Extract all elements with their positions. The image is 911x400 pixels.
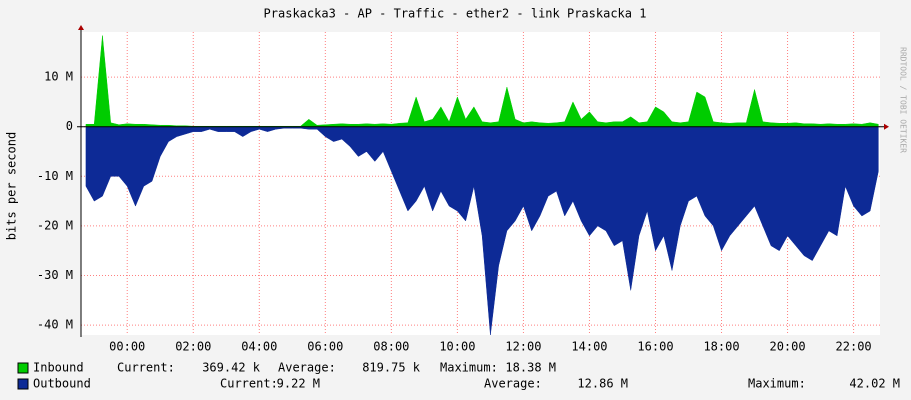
axes: -40 M -30 M -20 M -10 M 0 10 M 00:00 02:00 04:00… xyxy=(37,25,889,354)
x-tick-label: 00:00 xyxy=(109,340,145,354)
x-tick-label: 10:00 xyxy=(439,340,475,354)
area xyxy=(85,126,879,336)
legend: Inbound Current: 369.42 k Average: 819.75 k M… xyxy=(17,361,900,391)
stat-label: Current: xyxy=(117,361,175,375)
y-axis-arrow xyxy=(78,25,84,30)
x-tick-label: 22:00 xyxy=(836,340,872,354)
stat-label: Maximum: xyxy=(748,377,806,391)
watermark: RRDTOOL / TOBI OETIKER xyxy=(899,47,908,153)
legend-swatch xyxy=(17,362,29,374)
x-tick-label: 04:00 xyxy=(241,340,277,354)
y-tick-label: -30 M xyxy=(37,268,73,282)
stat-label: Maximum: xyxy=(440,361,498,375)
stat-value: 369.42 k xyxy=(202,361,261,375)
legend-label: Inbound xyxy=(33,361,84,375)
x-tick-label: 20:00 xyxy=(769,340,805,354)
stat-value: 18.38 M xyxy=(505,361,556,375)
x-tick-label: 06:00 xyxy=(307,340,343,354)
chart-title: Praskacka3 - AP - Traffic - ether2 - lin… xyxy=(264,7,647,21)
legend-swatch xyxy=(17,378,29,390)
stat-value: 9.22 M xyxy=(277,377,320,391)
stat-value: 12.86 M xyxy=(577,377,628,391)
stat-label: Average: xyxy=(278,361,336,375)
stat-value: 42.02 M xyxy=(849,377,900,391)
stat-value: 819.75 k xyxy=(362,361,421,375)
legend-label: Outbound xyxy=(33,377,91,391)
x-tick-label: 08:00 xyxy=(373,340,409,354)
y-axis-label: bits per second xyxy=(5,132,19,240)
y-tick-label: -40 M xyxy=(37,318,73,332)
x-tick-label: 16:00 xyxy=(637,340,673,354)
stat-label: Current: xyxy=(220,377,278,391)
y-tick-label: 0 xyxy=(66,119,73,133)
x-axis-arrow xyxy=(884,123,889,130)
x-tick-label: 12:00 xyxy=(505,340,541,354)
y-tick-label: 10 M xyxy=(44,70,73,84)
x-tick-label: 14:00 xyxy=(571,340,607,354)
stat-label: Average: xyxy=(484,377,542,391)
x-tick-label: 02:00 xyxy=(175,340,211,354)
y-tick-label: -20 M xyxy=(37,218,73,232)
y-tick-label: -10 M xyxy=(37,169,73,183)
x-tick-label: 18:00 xyxy=(703,340,739,354)
